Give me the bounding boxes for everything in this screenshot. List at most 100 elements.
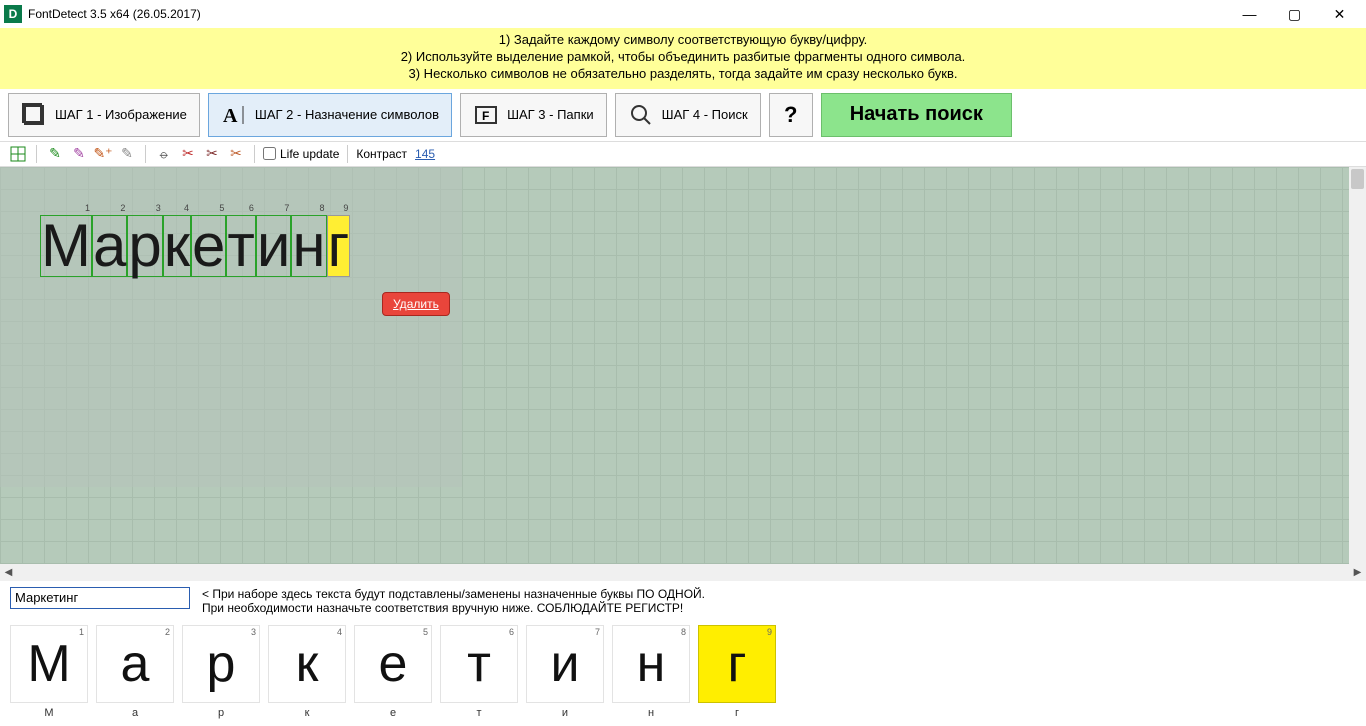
tile-label: е [390, 707, 396, 719]
char-tiles-row: 1ММ2аа3рр4кк5ее6тт7ии8нн9гг [10, 625, 1356, 719]
char-tile[interactable]: 1ММ [10, 625, 88, 719]
step-2-tab[interactable]: A ШАГ 2 - Назначение символов [208, 93, 452, 137]
char-glyph: а [92, 215, 127, 277]
hint-line-1: < При наборе здесь текста будут подставл… [202, 587, 705, 601]
scroll-left-arrow[interactable]: ◀ [0, 564, 17, 581]
step-3-tab[interactable]: F ШАГ 3 - Папки [460, 93, 607, 137]
step-3-label: ШАГ 3 - Папки [507, 107, 594, 122]
life-update-input[interactable] [263, 147, 276, 160]
tool-cut-red-icon[interactable]: ✂ [178, 144, 198, 164]
canvas-char[interactable]: 9г [327, 215, 351, 277]
step-4-label: ШАГ 4 - Поиск [662, 107, 748, 122]
instruction-banner: 1) Задайте каждому символу соответствующ… [0, 28, 1366, 89]
tool-pen-plus-icon[interactable]: ✎⁺ [93, 144, 113, 164]
maximize-button[interactable]: ▢ [1272, 0, 1317, 28]
start-search-button[interactable]: Начать поиск [821, 93, 1012, 137]
close-button[interactable]: ✕ [1317, 0, 1362, 28]
tile-box: 3р [182, 625, 260, 703]
scrollbar-thumb[interactable] [1351, 169, 1364, 189]
tile-number: 3 [251, 627, 256, 637]
help-button[interactable]: ? [769, 93, 813, 137]
letter-a-icon: A [221, 102, 247, 128]
char-tile[interactable]: 9гг [698, 625, 776, 719]
canvas-char[interactable]: 6т [226, 215, 255, 277]
tile-glyph: р [207, 634, 236, 694]
tile-label: М [44, 707, 53, 719]
hint-line-2: При необходимости назначьте соответствия… [202, 601, 705, 615]
tile-box: 1М [10, 625, 88, 703]
canvas-char[interactable]: 4к [163, 215, 191, 277]
canvas-char[interactable]: 1М [40, 215, 92, 277]
canvas-char[interactable]: 3р [127, 215, 162, 277]
contrast-value-link[interactable]: 145 [415, 147, 435, 161]
char-glyph: к [163, 215, 191, 277]
step-4-tab[interactable]: ШАГ 4 - Поиск [615, 93, 761, 137]
char-tile[interactable]: 6тт [440, 625, 518, 719]
image-icon [21, 102, 47, 128]
step-tabs: ШАГ 1 - Изображение A ШАГ 2 - Назначение… [0, 89, 1366, 141]
tool-pen-purple-icon[interactable]: ✎ [69, 144, 89, 164]
tile-box: 5е [354, 625, 432, 703]
tile-label: и [562, 707, 568, 719]
tile-glyph: г [728, 634, 747, 694]
step-1-tab[interactable]: ШАГ 1 - Изображение [8, 93, 200, 137]
tile-number: 5 [423, 627, 428, 637]
tile-label: к [305, 707, 310, 719]
char-tile[interactable]: 5ее [354, 625, 432, 719]
canvas-char[interactable]: 5е [191, 215, 226, 277]
tile-glyph: М [27, 634, 70, 694]
char-glyph: р [127, 215, 162, 277]
tile-label: р [218, 707, 224, 719]
tile-box: 8н [612, 625, 690, 703]
char-tile[interactable]: 8н н [612, 625, 690, 719]
vertical-scrollbar[interactable] [1349, 167, 1366, 564]
tool-toolbar: ✎ ✎ ✎⁺ ✎ ⦵ ✂ ✂ ✂ Life update Контраст 14… [0, 141, 1366, 167]
tile-number: 4 [337, 627, 342, 637]
char-tile[interactable]: 7ии [526, 625, 604, 719]
tool-pen-gray-icon[interactable]: ✎ [117, 144, 137, 164]
canvas-char[interactable]: 8н [291, 215, 326, 277]
tile-glyph: и [550, 634, 579, 694]
tile-box: 9г [698, 625, 776, 703]
tool-cut-orange-icon[interactable]: ✂ [226, 144, 246, 164]
horizontal-scrollbar[interactable]: ◀ ▶ [0, 564, 1366, 581]
char-number: 2 [120, 203, 125, 213]
banner-line-3: 3) Несколько символов не обязательно раз… [0, 66, 1366, 83]
char-number: 6 [249, 203, 254, 213]
tile-box: 7и [526, 625, 604, 703]
step-1-label: ШАГ 1 - Изображение [55, 107, 187, 122]
char-glyph: и [256, 215, 292, 277]
banner-line-2: 2) Используйте выделение рамкой, чтобы о… [0, 49, 1366, 66]
text-input[interactable] [10, 587, 190, 609]
char-number: 1 [85, 203, 90, 213]
char-tile[interactable]: 2аа [96, 625, 174, 719]
tile-label: а [132, 707, 138, 719]
canvas-area[interactable]: 1М2а3р4к5е6т7и8н9г Удалить [0, 167, 1366, 564]
minimize-button[interactable]: — [1227, 0, 1272, 28]
search-icon [628, 102, 654, 128]
tool-erase-icon[interactable]: ⦵ [154, 144, 174, 164]
char-tile[interactable]: 3рр [182, 625, 260, 719]
char-glyph: г [327, 215, 351, 277]
canvas-char[interactable]: 2а [92, 215, 127, 277]
tile-number: 6 [509, 627, 514, 637]
scroll-right-arrow[interactable]: ▶ [1349, 564, 1366, 581]
canvas-char[interactable]: 7и [256, 215, 292, 277]
contrast-label: Контраст [356, 147, 407, 161]
banner-line-1: 1) Задайте каждому символу соответствующ… [0, 32, 1366, 49]
tile-number: 1 [79, 627, 84, 637]
char-number: 3 [156, 203, 161, 213]
char-tile[interactable]: 4кк [268, 625, 346, 719]
tile-glyph: е [379, 634, 408, 694]
tile-label: н [648, 707, 654, 719]
life-update-checkbox[interactable]: Life update [263, 147, 339, 161]
char-number: 4 [184, 203, 189, 213]
tile-label: т [476, 707, 481, 719]
grid-toggle-icon[interactable] [8, 144, 28, 164]
step-2-label: ШАГ 2 - Назначение символов [255, 107, 439, 122]
delete-button[interactable]: Удалить [382, 292, 450, 316]
tool-cut-dark-icon[interactable]: ✂ [202, 144, 222, 164]
tile-number: 9 [767, 627, 772, 637]
tool-pen-green-icon[interactable]: ✎ [45, 144, 65, 164]
char-number: 8 [319, 203, 324, 213]
